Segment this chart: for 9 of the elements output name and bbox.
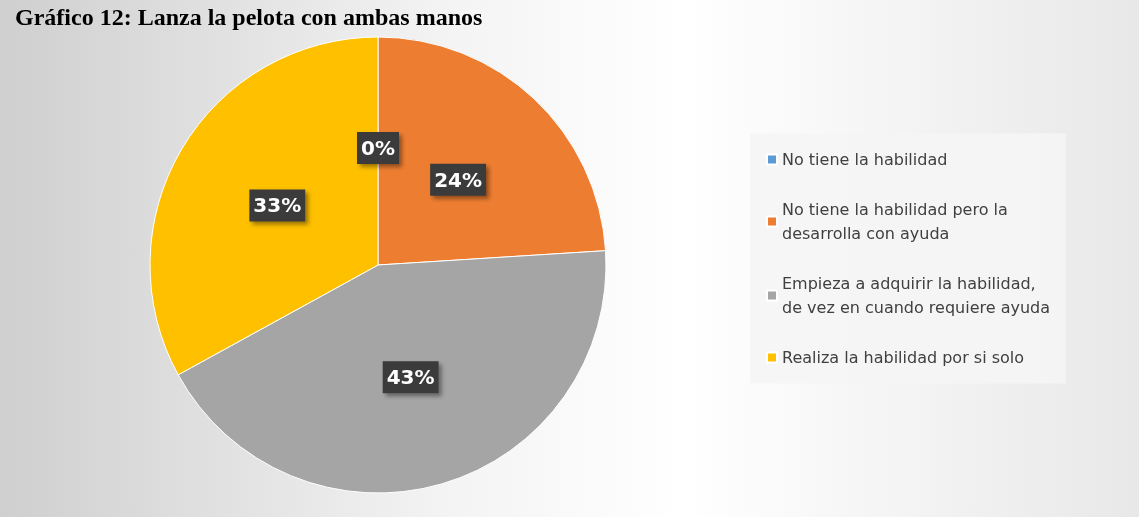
data-label: 43%	[386, 365, 435, 390]
chart-title: Gráfico 12: Lanza la pelota con ambas manos	[15, 4, 483, 30]
legend-label: No tiene la habilidad pero la desarrolla con ayuda	[782, 200, 1008, 243]
text: 0%	[361, 136, 395, 160]
legend-label: Empieza a adquirir la habilidad, de vez en cuando requiere ayuda	[782, 274, 1051, 317]
data-label: 33%	[253, 193, 302, 218]
data-label: 24%	[434, 167, 483, 192]
legend-label: Realiza la habilidad por si solo	[782, 348, 1025, 367]
legend-label: No tiene la habilidad	[782, 150, 948, 169]
